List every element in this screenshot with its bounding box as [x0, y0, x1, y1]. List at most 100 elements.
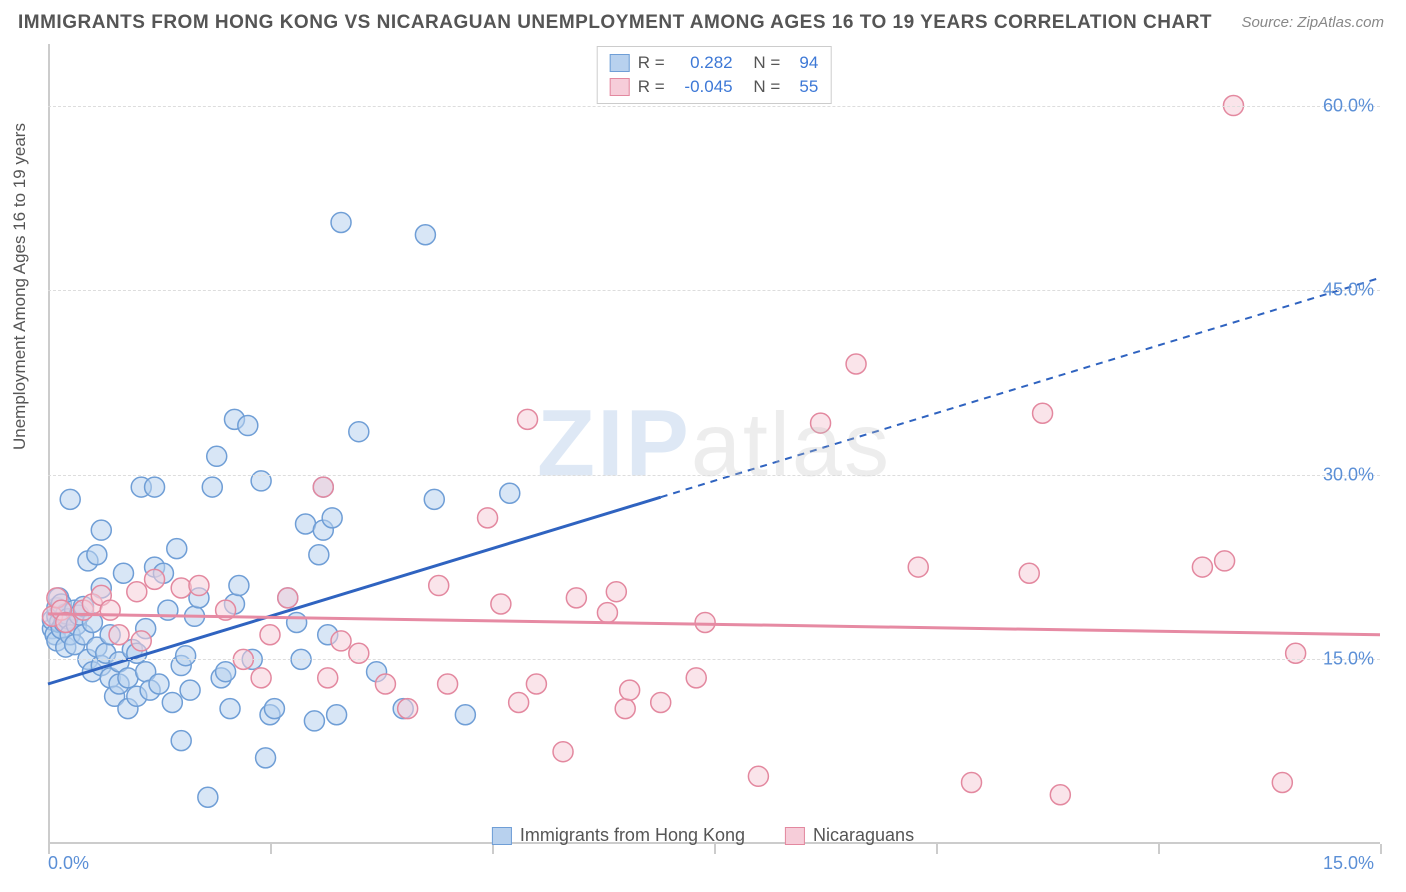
gridline — [48, 290, 1380, 291]
scatter-svg — [48, 44, 1380, 844]
legend-row-hk: R = 0.282 N = 94 — [610, 51, 819, 75]
data-point-hk — [229, 576, 249, 596]
n-label: N = — [753, 53, 780, 73]
n-value-hk: 94 — [788, 53, 818, 73]
legend-swatch-icon — [492, 827, 512, 845]
data-point-hk — [207, 446, 227, 466]
data-point-nic — [438, 674, 458, 694]
data-point-nic — [1019, 563, 1039, 583]
x-tick-mark — [270, 844, 272, 854]
source-attribution: Source: ZipAtlas.com — [1241, 14, 1384, 31]
data-point-nic — [278, 588, 298, 608]
data-point-hk — [327, 705, 347, 725]
data-point-nic — [478, 508, 498, 528]
data-point-nic — [962, 772, 982, 792]
r-label: R = — [638, 53, 665, 73]
data-point-nic — [131, 631, 151, 651]
data-point-nic — [615, 699, 635, 719]
data-point-nic — [686, 668, 706, 688]
gridline — [48, 475, 1380, 476]
x-tick-label: 15.0% — [1323, 853, 1374, 874]
data-point-nic — [695, 612, 715, 632]
data-point-hk — [424, 489, 444, 509]
data-point-hk — [145, 477, 165, 497]
data-point-hk — [198, 787, 218, 807]
data-point-nic — [620, 680, 640, 700]
data-point-hk — [264, 699, 284, 719]
data-point-nic — [251, 668, 271, 688]
data-point-hk — [216, 662, 236, 682]
data-point-hk — [60, 489, 80, 509]
data-point-hk — [118, 668, 138, 688]
data-point-hk — [87, 545, 107, 565]
plot-area: ZIPatlas R = 0.282 N = 94 R = -0.045 N =… — [48, 44, 1380, 844]
data-point-nic — [566, 588, 586, 608]
data-point-hk — [322, 508, 342, 528]
data-point-nic — [908, 557, 928, 577]
data-point-nic — [313, 477, 333, 497]
data-point-hk — [91, 520, 111, 540]
legend-swatch-hk — [610, 54, 630, 72]
data-point-nic — [509, 692, 529, 712]
data-point-hk — [455, 705, 475, 725]
data-point-hk — [167, 539, 187, 559]
data-point-nic — [846, 354, 866, 374]
data-point-hk — [349, 422, 369, 442]
gridline — [48, 106, 1380, 107]
data-point-hk — [304, 711, 324, 731]
y-tick-label: 15.0% — [1323, 649, 1374, 670]
data-point-nic — [491, 594, 511, 614]
legend-swatch-nic — [610, 78, 630, 96]
data-point-nic — [748, 766, 768, 786]
data-point-hk — [415, 225, 435, 245]
gridline — [48, 659, 1380, 660]
data-point-nic — [526, 674, 546, 694]
data-point-hk — [238, 416, 258, 436]
data-point-hk — [256, 748, 276, 768]
data-point-hk — [331, 212, 351, 232]
data-point-nic — [318, 668, 338, 688]
data-point-nic — [145, 569, 165, 589]
data-point-nic — [518, 409, 538, 429]
x-tick-mark — [1158, 844, 1160, 854]
data-point-hk — [296, 514, 316, 534]
n-label: N = — [753, 77, 780, 97]
data-point-nic — [1192, 557, 1212, 577]
data-point-nic — [606, 582, 626, 602]
legend-swatch-icon — [785, 827, 805, 845]
data-point-nic — [171, 578, 191, 598]
y-tick-label: 60.0% — [1323, 95, 1374, 116]
correlation-legend: R = 0.282 N = 94 R = -0.045 N = 55 — [597, 46, 832, 104]
data-point-hk — [500, 483, 520, 503]
legend-label-hk: Immigrants from Hong Kong — [520, 825, 745, 846]
data-point-nic — [260, 625, 280, 645]
data-point-nic — [1050, 785, 1070, 805]
y-axis-label: Unemployment Among Ages 16 to 19 years — [10, 123, 30, 450]
y-tick-label: 45.0% — [1323, 280, 1374, 301]
y-tick-label: 30.0% — [1323, 464, 1374, 485]
data-point-hk — [162, 692, 182, 712]
data-point-nic — [597, 603, 617, 623]
data-point-hk — [113, 563, 133, 583]
legend-row-nic: R = -0.045 N = 55 — [610, 75, 819, 99]
data-point-nic — [109, 625, 129, 645]
data-point-nic — [1272, 772, 1292, 792]
chart-title: IMMIGRANTS FROM HONG KONG VS NICARAGUAN … — [18, 12, 1212, 34]
data-point-hk — [202, 477, 222, 497]
data-point-nic — [651, 692, 671, 712]
data-point-hk — [220, 699, 240, 719]
data-point-nic — [1215, 551, 1235, 571]
data-point-nic — [1033, 403, 1053, 423]
trend-line-dashed-hk — [661, 278, 1380, 497]
x-tick-label: 0.0% — [48, 853, 89, 874]
legend-item-hk: Immigrants from Hong Kong — [492, 825, 745, 846]
n-value-nic: 55 — [788, 77, 818, 97]
r-value-hk: 0.282 — [673, 53, 733, 73]
data-point-hk — [180, 680, 200, 700]
r-label: R = — [638, 77, 665, 97]
legend-label-nic: Nicaraguans — [813, 825, 914, 846]
data-point-nic — [811, 413, 831, 433]
series-legend: Immigrants from Hong Kong Nicaraguans — [492, 825, 914, 846]
data-point-hk — [176, 646, 196, 666]
data-point-nic — [127, 582, 147, 602]
